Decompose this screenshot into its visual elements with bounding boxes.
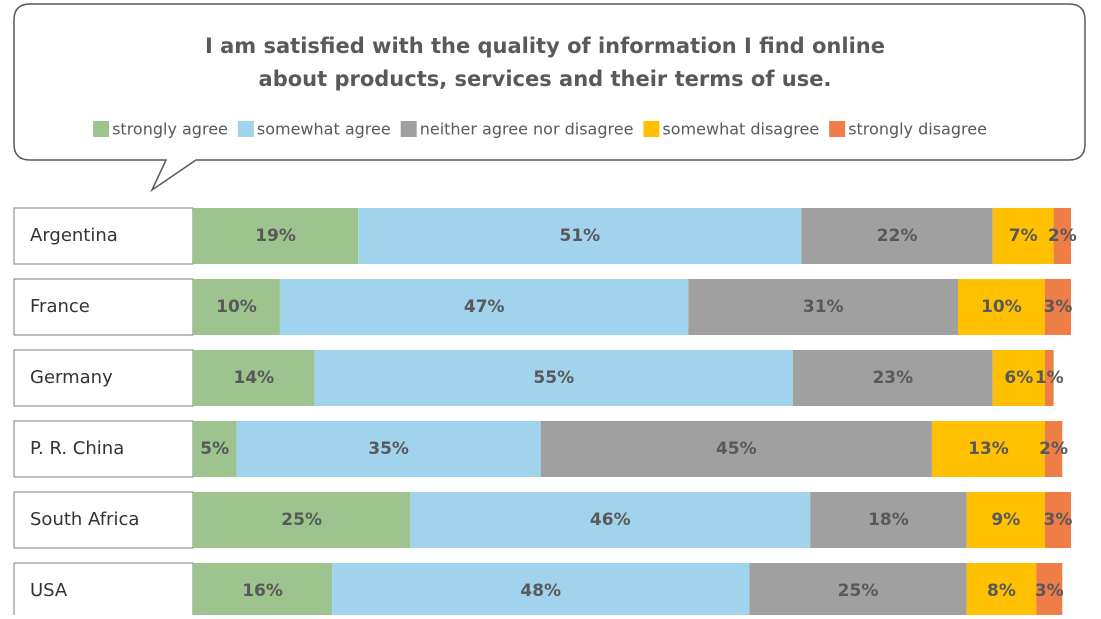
value-label: 2% bbox=[1039, 439, 1068, 459]
legend-swatch bbox=[400, 121, 417, 137]
bar-segment bbox=[1036, 563, 1063, 619]
legend-swatch bbox=[93, 121, 110, 137]
bar-segment bbox=[992, 208, 1054, 264]
category-label: France bbox=[30, 296, 90, 317]
bar-segment bbox=[966, 563, 1037, 619]
bar-segment bbox=[1053, 208, 1071, 264]
category-box bbox=[13, 420, 194, 478]
legend-label: somewhat disagree bbox=[662, 120, 819, 139]
value-label: 13% bbox=[968, 439, 1009, 459]
value-label: 3% bbox=[1035, 581, 1064, 601]
bar-segment bbox=[931, 421, 1045, 477]
bar-segment bbox=[992, 350, 1045, 406]
value-label: 25% bbox=[838, 581, 879, 601]
value-label: 31% bbox=[803, 297, 844, 317]
category-box bbox=[13, 491, 194, 549]
value-label: 45% bbox=[716, 439, 757, 459]
bar-segment bbox=[193, 279, 280, 335]
value-label: 19% bbox=[255, 226, 296, 246]
speech-bubble bbox=[13, 3, 1086, 193]
category-label: USA bbox=[30, 580, 68, 601]
bar-segment bbox=[236, 421, 541, 477]
value-label: 8% bbox=[987, 581, 1016, 601]
value-label: 47% bbox=[464, 297, 505, 317]
value-label: 35% bbox=[368, 439, 409, 459]
legend-label: neither agree nor disagree bbox=[420, 120, 634, 139]
value-label: 51% bbox=[559, 226, 600, 246]
category-box bbox=[13, 278, 194, 336]
category-label: P. R. China bbox=[30, 438, 124, 459]
bar-segment bbox=[957, 279, 1045, 335]
category-label: South Africa bbox=[30, 509, 139, 530]
bar-segment bbox=[193, 350, 315, 406]
value-label: 22% bbox=[877, 226, 918, 246]
value-label: 25% bbox=[281, 510, 322, 530]
value-label: 10% bbox=[981, 297, 1022, 317]
value-label: 2% bbox=[1048, 226, 1077, 246]
bar-segment bbox=[279, 279, 689, 335]
value-label: 6% bbox=[1004, 368, 1033, 388]
value-label: 9% bbox=[991, 510, 1020, 530]
value-label: 46% bbox=[590, 510, 631, 530]
legend-swatch bbox=[829, 121, 846, 137]
bar-segment bbox=[193, 563, 333, 619]
bar-segment bbox=[314, 350, 793, 406]
bar-segment bbox=[193, 492, 411, 548]
bar-segment bbox=[801, 208, 993, 264]
value-label: 3% bbox=[1044, 297, 1073, 317]
bar-segment bbox=[1044, 492, 1071, 548]
bar-segment bbox=[193, 421, 237, 477]
bar-segment bbox=[792, 350, 993, 406]
bar-segment bbox=[688, 279, 958, 335]
bar-segment bbox=[332, 563, 750, 619]
bar-segment bbox=[1044, 279, 1071, 335]
legend-label: strongly agree bbox=[112, 120, 228, 139]
value-label: 18% bbox=[868, 510, 909, 530]
legend-swatch bbox=[237, 121, 254, 137]
bar-segment bbox=[358, 208, 802, 264]
category-box bbox=[13, 207, 194, 265]
value-label: 10% bbox=[216, 297, 257, 317]
bar-segment bbox=[810, 492, 967, 548]
bar-segment bbox=[540, 421, 932, 477]
bar-segment bbox=[193, 208, 359, 264]
legend-label: somewhat agree bbox=[257, 120, 391, 139]
value-label: 3% bbox=[1044, 510, 1073, 530]
bar-segment bbox=[1044, 350, 1054, 406]
bar-segment bbox=[966, 492, 1045, 548]
value-label: 5% bbox=[200, 439, 229, 459]
bar-segment bbox=[1044, 421, 1063, 477]
legend-label: strongly disagree bbox=[848, 120, 987, 139]
value-label: 7% bbox=[1009, 226, 1038, 246]
chart-title: about products, services and their terms… bbox=[259, 67, 832, 91]
value-label: 48% bbox=[520, 581, 561, 601]
value-label: 55% bbox=[533, 368, 574, 388]
value-label: 16% bbox=[242, 581, 283, 601]
value-label: 1% bbox=[1035, 368, 1064, 388]
chart-title: I am satisfied with the quality of infor… bbox=[205, 34, 885, 58]
category-label: Argentina bbox=[30, 225, 118, 246]
value-label: 14% bbox=[233, 368, 274, 388]
legend-swatch bbox=[643, 121, 660, 137]
bar-segment bbox=[749, 563, 967, 619]
bar-segment bbox=[410, 492, 811, 548]
category-label: Germany bbox=[30, 367, 113, 388]
value-label: 23% bbox=[872, 368, 913, 388]
